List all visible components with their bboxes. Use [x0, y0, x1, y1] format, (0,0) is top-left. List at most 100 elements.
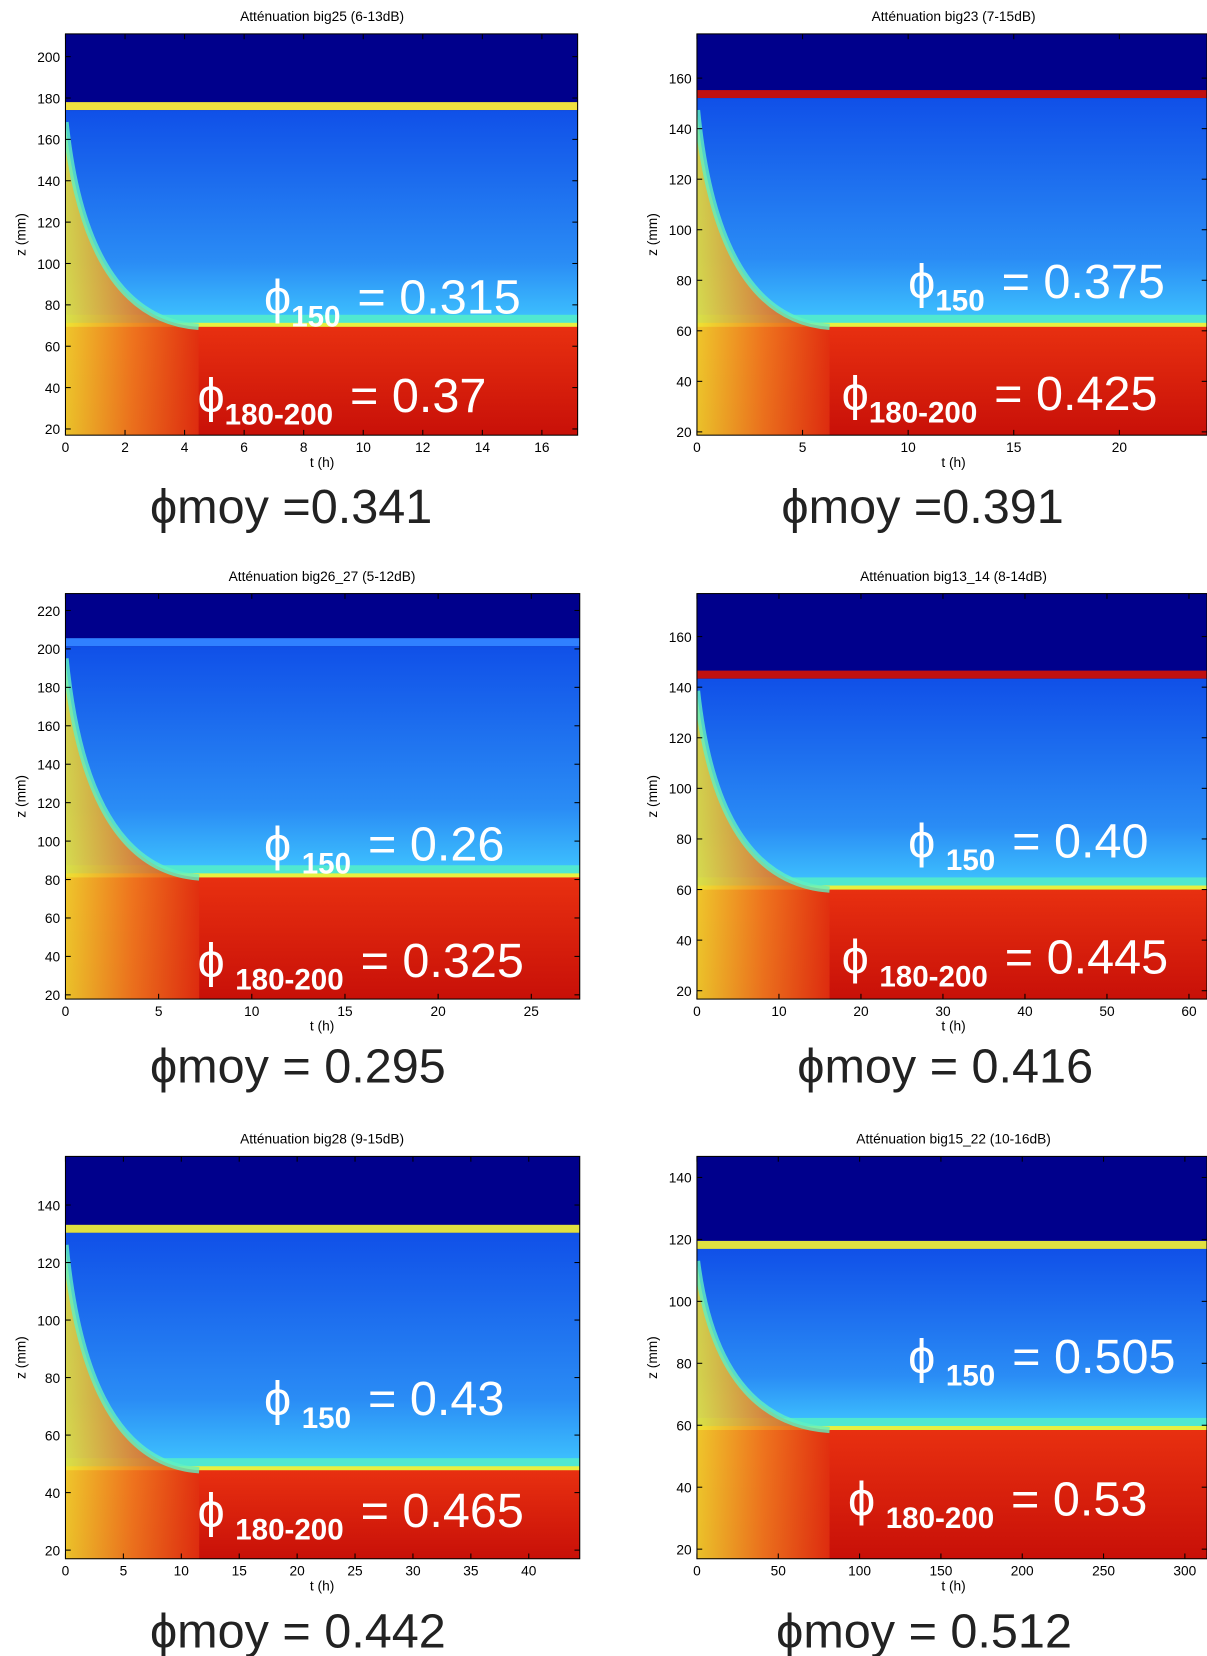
surface-line — [696, 90, 1207, 99]
settling-front — [696, 110, 830, 436]
chart-title: Atténuation big26_27 (5-12dB) — [229, 569, 416, 584]
x-tick-label: 25 — [524, 1004, 540, 1019]
axes-frame — [64, 33, 579, 436]
annotation: ϕ150 = 0.315 — [264, 271, 521, 334]
y-tick-label: 200 — [37, 50, 60, 65]
annotation-value: = 0.425 — [994, 367, 1157, 421]
settling-front-edge — [696, 1260, 830, 1434]
chart-title: Atténuation big23 (7-15dB) — [872, 9, 1036, 24]
suspension-region — [65, 1232, 580, 1471]
x-tick-label: 100 — [848, 1564, 871, 1579]
x-tick-label: 0 — [62, 1564, 70, 1579]
y-tick-label: 20 — [45, 422, 61, 437]
axes-frame — [696, 1155, 1207, 1560]
y-tick-label: 120 — [669, 172, 692, 187]
annotation: ϕ180-200 = 0.37 — [197, 369, 486, 432]
y-tick-label: 60 — [676, 883, 692, 898]
settling-front-edge — [696, 690, 830, 893]
y-tick-label: 100 — [669, 782, 692, 797]
mean-label: ϕmoy = 0.512 — [776, 1604, 1072, 1656]
x-tick-label: 4 — [181, 440, 189, 455]
annotation: ϕ 150 = 0.26 — [264, 818, 504, 881]
mean-label: ϕmoy = 0.442 — [150, 1604, 446, 1656]
panel: 0 5 10 15 20 20 40 60 80 100 120 140 160 Atténuation … — [645, 9, 1207, 534]
y-tick-label: 60 — [45, 911, 61, 926]
annotation-subscript: 180-200 — [235, 964, 343, 997]
annotation-subscript: 180-200 — [869, 396, 977, 429]
y-tick-label: 140 — [37, 758, 60, 773]
y-tick-label: 20 — [676, 425, 692, 440]
y-tick-label: 120 — [669, 1233, 692, 1248]
annotation: ϕ150 = 0.375 — [908, 255, 1165, 318]
annotation-subscript: 180-200 — [225, 399, 333, 432]
x-tick-label: 30 — [405, 1564, 421, 1579]
annotation: ϕ 180-200 = 0.445 — [842, 931, 1168, 994]
x-tick-label: 16 — [534, 440, 550, 455]
settling-front-edge — [65, 658, 200, 881]
y-tick-label: 60 — [676, 324, 692, 339]
interface-line — [696, 1425, 1207, 1431]
suspension-region — [696, 98, 1207, 327]
y-tick-label: 160 — [37, 719, 60, 734]
x-tick-label: 5 — [155, 1004, 163, 1019]
x-tick-label: 10 — [901, 440, 917, 455]
x-tick-label: 60 — [1181, 1004, 1197, 1019]
annotation-symbol: ϕ — [908, 255, 935, 309]
x-tick-label: 10 — [771, 1004, 787, 1019]
annotation-symbol: ϕ — [908, 815, 935, 869]
x-axis-label: t (h) — [310, 455, 334, 470]
x-tick-label: 8 — [300, 440, 308, 455]
y-tick-label: 120 — [37, 215, 60, 230]
annotation-symbol: ϕ — [908, 1330, 935, 1384]
y-tick-label: 140 — [669, 1171, 692, 1186]
y-tick-label: 40 — [676, 375, 692, 390]
annotation-symbol: ϕ — [848, 1472, 875, 1526]
y-tick-label: 100 — [37, 257, 60, 272]
panel: 0 50 100 150 200 250 300 20 40 60 80 100 120 140 Attén… — [645, 1132, 1207, 1656]
annotation-subscript: 180-200 — [879, 960, 987, 993]
y-tick-label: 60 — [45, 1428, 61, 1443]
y-axis-label: z (mm) — [13, 213, 28, 256]
x-tick-label: 6 — [240, 440, 248, 455]
annotation-value: = 0.315 — [357, 271, 520, 325]
settling-front-edge — [65, 1244, 200, 1474]
y-tick-label: 160 — [669, 630, 692, 645]
suspension-region — [65, 110, 578, 327]
y-tick-label: 220 — [37, 604, 60, 619]
annotation-value: = 0.40 — [1012, 815, 1148, 869]
x-tick-label: 0 — [62, 1004, 70, 1019]
annotation-subscript: 150 — [935, 285, 984, 318]
x-tick-label: 20 — [853, 1004, 869, 1019]
annotation-value: = 0.26 — [368, 818, 504, 872]
x-tick-label: 15 — [337, 1004, 353, 1019]
x-tick-label: 25 — [347, 1564, 363, 1579]
interface-line — [65, 322, 578, 328]
annotation-subscript: 180-200 — [235, 1514, 343, 1547]
y-tick-label: 120 — [37, 796, 60, 811]
y-tick-label: 100 — [669, 1295, 692, 1310]
annotation-symbol: ϕ — [264, 818, 291, 872]
annotation-symbol: ϕ — [264, 271, 291, 325]
panel: 0 10 20 30 40 50 60 20 40 60 80 100 120 140 160 Atténua… — [645, 569, 1207, 1093]
y-tick-label: 20 — [45, 1543, 61, 1558]
x-tick-label: 5 — [120, 1564, 128, 1579]
annotation-subscript: 180-200 — [886, 1502, 994, 1535]
annotation-value: = 0.37 — [350, 369, 486, 423]
y-tick-label: 60 — [45, 340, 61, 355]
suspension-region — [696, 1248, 1207, 1431]
y-tick-label: 100 — [37, 834, 60, 849]
y-tick-label: 160 — [37, 133, 60, 148]
x-tick-label: 15 — [1006, 440, 1022, 455]
chart-title: Atténuation big15_22 (10-16dB) — [856, 1132, 1051, 1147]
mean-label: ϕmoy = 0.416 — [797, 1039, 1093, 1093]
settling-front — [65, 658, 200, 1000]
annotation: ϕ 180-200 = 0.325 — [197, 934, 523, 997]
x-tick-label: 12 — [415, 440, 430, 455]
x-tick-label: 200 — [1011, 1564, 1034, 1579]
y-tick-label: 80 — [676, 1357, 692, 1372]
y-tick-label: 40 — [45, 1486, 61, 1501]
x-tick-label: 20 — [289, 1564, 305, 1579]
annotation-symbol: ϕ — [842, 931, 869, 985]
heatmap-image — [696, 593, 1207, 1000]
axes-frame — [64, 593, 581, 1000]
